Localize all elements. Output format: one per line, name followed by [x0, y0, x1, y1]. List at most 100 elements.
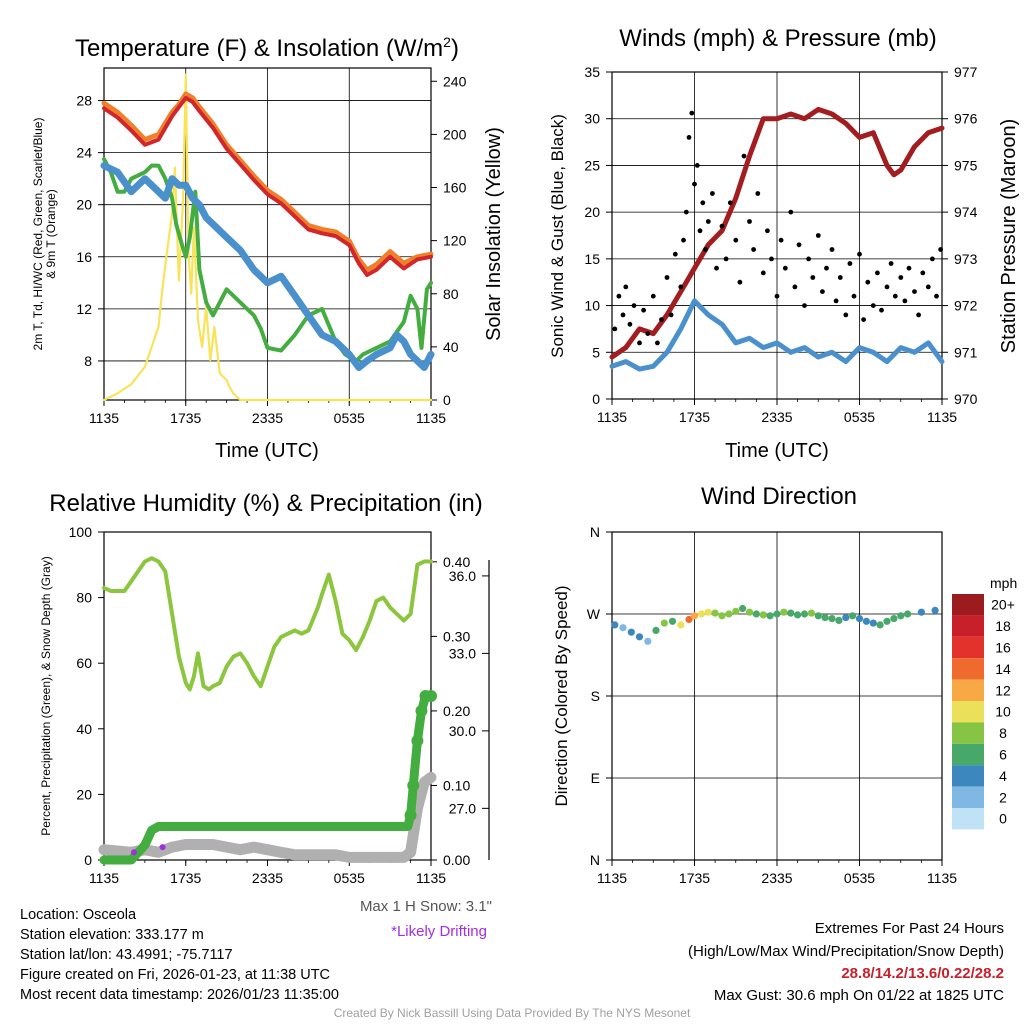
direction-point [627, 628, 635, 636]
station-info: Location: Osceola Station elevation: 333… [20, 905, 339, 1005]
gust-point [694, 163, 700, 168]
station-latlon: Station lat/lon: 43.4991; -75.7117 [20, 947, 233, 963]
colorbar-label: 8 [999, 725, 1007, 741]
y2-tick-label: 0.00 [443, 852, 470, 868]
colorbar-label: 14 [995, 661, 1011, 677]
gust-point [906, 265, 912, 271]
y-tick-label: W [587, 606, 601, 622]
y2-tick-label: 977 [954, 64, 978, 80]
direction-point [821, 614, 829, 622]
x-tick-label: 2335 [761, 870, 792, 886]
gust-point [792, 284, 798, 290]
gust-point [760, 270, 766, 276]
gust-point [733, 237, 739, 243]
colorbar-swatch [952, 765, 984, 787]
y-tick-label: 5 [592, 344, 600, 360]
gust-point [727, 200, 733, 206]
gust-point [829, 247, 835, 252]
colorbar-label: 6 [999, 747, 1007, 763]
colorbar-label: 10 [995, 704, 1011, 720]
direction-point [883, 617, 891, 625]
y2-axis-label: Solar Insolation (Yellow) [483, 127, 505, 341]
recent-timestamp: Most recent data timestamp: 2026/01/23 1… [20, 987, 339, 1003]
y-tick-label: 24 [76, 145, 92, 161]
direction-point [732, 607, 740, 615]
gust-point [620, 312, 626, 318]
direction-point [704, 608, 712, 616]
direction-point [725, 610, 733, 618]
colorbar-swatch [952, 808, 984, 830]
gust-point [650, 293, 656, 299]
y-tick-label: 35 [584, 64, 600, 80]
gust-point [898, 275, 904, 280]
precip-point [415, 704, 428, 717]
wind-direction-panel: 1135 1735 2335 0535 1135 N E S W N Direction (Colo… [552, 524, 957, 886]
y2-tick-label: 0 [443, 392, 451, 408]
y-tick-label: 10 [584, 298, 600, 314]
x-tick-label: 1135 [927, 870, 957, 886]
drifting-note: *Likely Drifting [391, 923, 487, 940]
x-tick-label: 0535 [844, 870, 875, 886]
station-location: Location: Osceola [20, 907, 137, 923]
direction-point [897, 612, 905, 620]
gust-point [710, 191, 715, 196]
gust-point [641, 307, 646, 313]
gust-point [788, 209, 794, 215]
gust-point [912, 289, 917, 294]
x-tick-label: 1135 [597, 409, 627, 425]
direction-point [690, 612, 699, 620]
gust-point [920, 270, 926, 276]
gust-point [616, 293, 622, 299]
colorbar-swatch [952, 636, 984, 659]
x-tick-label: 1135 [597, 870, 627, 886]
plot-frame [103, 531, 432, 861]
y-tick-label: E [591, 770, 600, 786]
y-tick-label: 15 [584, 251, 600, 267]
series-station-pressure [609, 106, 945, 360]
series-9m-t [101, 91, 434, 273]
gust-point [916, 312, 921, 318]
gust-point [678, 284, 684, 290]
y2-tick-label: 160 [443, 180, 467, 196]
colorbar-label: 4 [999, 768, 1007, 784]
direction-point [677, 621, 685, 629]
y-tick-label: 20 [76, 197, 92, 213]
gust-point [902, 298, 908, 304]
series-relative-humidity [102, 556, 433, 692]
gust-point [659, 317, 664, 322]
colorbar-swatch [952, 679, 984, 701]
gust-point [857, 251, 862, 257]
x-tick-label: 2335 [252, 410, 283, 426]
y2-tick-label: 976 [954, 111, 978, 127]
y3-tick-label: 36.0 [449, 568, 476, 584]
y-axis-label: 2m T, Td, HI/WC (Red, Green, Scarlet/Blu… [31, 118, 45, 351]
x-tick-label: 1735 [679, 409, 710, 425]
direction-point [780, 608, 788, 616]
y-tick-label: 30 [584, 111, 600, 127]
extremes-subtitle: (High/Low/Max Wind/Precipitation/Snow De… [688, 943, 1004, 960]
gust-point [700, 200, 706, 206]
title-superscript: 2 [443, 34, 451, 50]
y3-tick-label: 33.0 [449, 645, 476, 661]
extremes-values: 28.8/14.2/13.6/0.22/28.2 [841, 965, 1004, 982]
y2-tick-label: 972 [954, 298, 978, 314]
gust-point [774, 293, 780, 299]
gust-point [672, 251, 678, 257]
y3-tick-label: 27.0 [449, 800, 476, 816]
colorbar-swatch [952, 594, 984, 616]
drifting-marker [159, 844, 166, 851]
series-snow-depth [98, 771, 437, 863]
y-tick-label: 0 [592, 391, 600, 407]
gust-point [686, 135, 692, 140]
series-sonic-wind [609, 298, 945, 372]
extremes-title: Extremes For Past 24 Hours [814, 920, 1004, 937]
direction-point [697, 610, 706, 618]
y-tick-label: 40 [76, 721, 92, 737]
extremes-block: Extremes For Past 24 Hours (High/Low/Max… [688, 917, 1004, 1006]
colorbar-swatch [952, 615, 984, 637]
x-tick-label: 0535 [844, 409, 875, 425]
max-snow-note: Max 1 H Snow: 3.1" [360, 898, 492, 915]
x-tick-label: 1135 [89, 870, 119, 886]
direction-point [855, 615, 864, 623]
